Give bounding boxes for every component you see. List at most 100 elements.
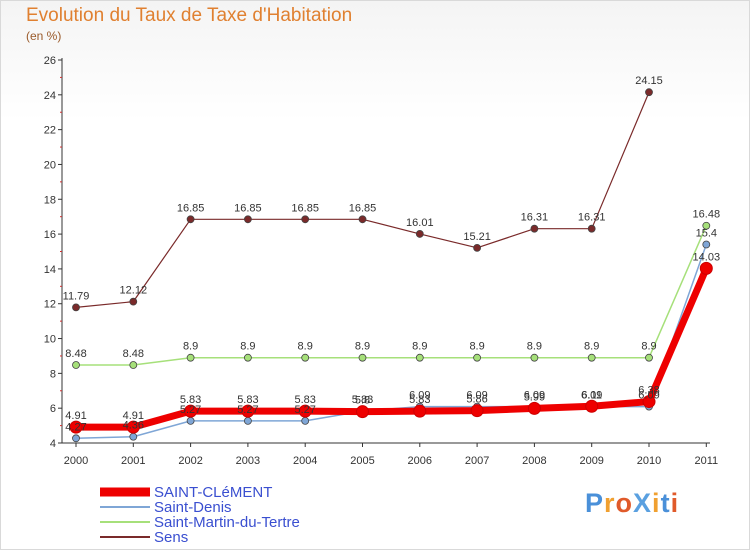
data-label: 8.9 — [355, 341, 370, 353]
data-label: 16.85 — [291, 202, 319, 214]
data-label: 16.31 — [521, 212, 549, 224]
data-point — [129, 297, 138, 306]
series-line — [76, 225, 707, 366]
y-tick-label: 12 — [44, 299, 56, 311]
data-point — [298, 404, 312, 418]
data-label: 6.38 — [638, 385, 659, 397]
data-label: 4.91 — [123, 410, 144, 422]
logo-letter: i — [670, 488, 680, 518]
logo-letter: i — [652, 488, 661, 518]
data-point — [699, 261, 713, 275]
data-label: 11.79 — [63, 290, 90, 302]
data-point — [587, 353, 596, 362]
y-tick-label: 26 — [44, 55, 56, 67]
y-tick-label: 16 — [44, 229, 56, 241]
logo-letter: o — [615, 488, 634, 518]
data-point — [301, 353, 310, 362]
data-point — [72, 361, 80, 369]
data-point — [415, 230, 424, 238]
data-point — [69, 420, 83, 434]
data-label: 4.27 — [65, 421, 86, 433]
data-label: 8.9 — [412, 341, 427, 353]
series-line — [76, 267, 710, 431]
x-tick-label: 2004 — [293, 455, 317, 467]
data-label: 16.31 — [578, 212, 606, 224]
logo-letter: r — [604, 488, 616, 518]
data-label: 6.09 — [581, 390, 602, 402]
data-labels: 11.79 12.12 16.85 16.85 16.85 16.85 16.01 15.21… — [63, 75, 720, 433]
data-label: 16.85 — [349, 202, 377, 214]
data-label: 5.27 — [180, 404, 201, 416]
x-tick-label: 2003 — [236, 455, 260, 467]
data-point — [702, 240, 711, 249]
x-tick-label: 2008 — [522, 455, 546, 467]
y-tick-label: 8 — [50, 368, 56, 380]
data-label: 6.09 — [466, 390, 487, 402]
data-label: 8.9 — [183, 341, 198, 353]
data-label: 8.48 — [65, 348, 86, 360]
data-point — [530, 224, 539, 233]
data-label: 8.9 — [641, 341, 656, 353]
data-point — [184, 404, 198, 418]
logo-letter: t — [660, 488, 671, 518]
data-point — [530, 353, 539, 362]
data-point — [72, 434, 80, 443]
data-point — [126, 420, 140, 434]
legend-label: Saint-Denis — [154, 499, 232, 516]
data-point — [587, 224, 596, 233]
y-tick-label: 6 — [50, 403, 56, 415]
data-label: 14.03 — [693, 251, 721, 263]
data-label: 8.9 — [584, 341, 599, 353]
data-point — [186, 215, 195, 224]
x-tick-label: 2011 — [694, 455, 718, 467]
series-line — [75, 91, 650, 308]
data-label: 8.9 — [298, 341, 313, 353]
logo-letter: X — [633, 488, 653, 518]
data-label: 5.83 — [237, 394, 258, 406]
data-label: 6.09 — [409, 390, 430, 402]
data-label: 5.86 — [466, 394, 487, 406]
data-label: 5.27 — [237, 404, 258, 416]
legend-label: Saint-Martin-du-Tertre — [154, 514, 300, 531]
data-label: 5.83 — [294, 394, 315, 406]
data-point — [356, 405, 369, 419]
data-point — [642, 395, 656, 409]
y-tick-label: 4 — [50, 438, 56, 450]
data-label: 8.9 — [527, 341, 542, 353]
data-point — [527, 401, 541, 415]
y-tick-label: 10 — [44, 334, 56, 346]
data-label: 15.21 — [463, 231, 491, 243]
x-tick-label: 2007 — [465, 455, 489, 467]
data-label: 16.85 — [177, 202, 205, 214]
data-label: 5.83 — [180, 394, 201, 406]
legend-label: Sens — [154, 529, 188, 546]
data-point — [72, 303, 80, 312]
x-tick-label: 2001 — [121, 455, 145, 467]
y-tick-label: 24 — [44, 90, 56, 102]
data-point — [358, 215, 367, 224]
data-label: 12.12 — [120, 285, 148, 297]
data-point — [186, 416, 195, 425]
x-tick-label: 2005 — [350, 455, 374, 467]
data-point — [645, 353, 653, 362]
x-tick-label: 2009 — [579, 455, 603, 467]
data-label: 8.9 — [240, 341, 255, 353]
data-point — [241, 404, 255, 418]
data-point — [358, 353, 367, 362]
data-label: 5.99 — [524, 391, 545, 403]
legend-label: SAINT-CLéMENT — [154, 484, 272, 501]
data-point — [702, 221, 711, 230]
data-point — [473, 243, 482, 252]
data-point — [585, 399, 599, 413]
x-tick-label: 2000 — [64, 455, 88, 467]
data-point — [301, 416, 310, 425]
data-label: 5.83 — [352, 394, 373, 406]
data-label: 5.83 — [409, 394, 430, 406]
data-point — [243, 416, 252, 425]
y-tick-label: 18 — [44, 194, 56, 206]
data-point — [186, 353, 195, 362]
data-label: 5.8 — [355, 395, 370, 407]
data-point — [301, 215, 310, 224]
